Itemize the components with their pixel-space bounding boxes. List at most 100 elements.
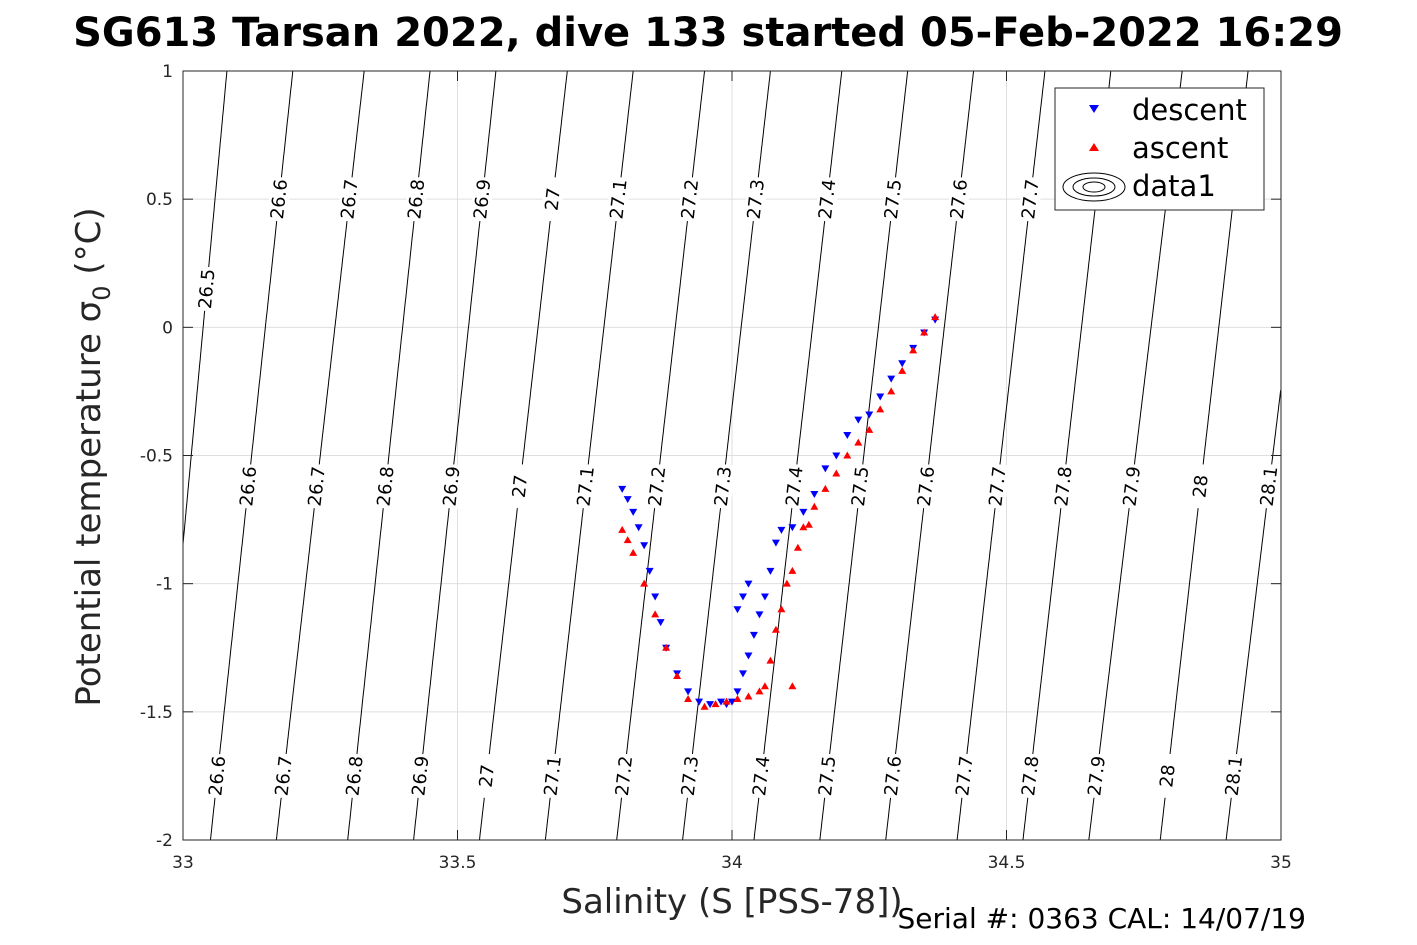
ascent-point xyxy=(618,525,627,533)
x-axis-ticks: 33 33.5 34 34.5 35 xyxy=(172,71,1292,873)
contour-label: 28 xyxy=(1156,763,1179,788)
contour-label-bg xyxy=(1017,752,1043,799)
descent-point xyxy=(629,508,638,516)
descent-point xyxy=(656,619,665,627)
ascent-point xyxy=(766,656,775,664)
contour-label-bg xyxy=(1084,752,1110,799)
ascent-point xyxy=(810,502,819,510)
descent-point xyxy=(755,611,764,619)
contour-label-bg xyxy=(194,266,219,312)
contour-label-bg xyxy=(880,176,906,223)
contour-label-bg xyxy=(880,752,906,799)
legend-ascent-marker xyxy=(1089,143,1099,151)
ascent-point xyxy=(629,548,638,556)
contour-label-bg xyxy=(951,752,977,799)
x-tick-label: 33 xyxy=(172,853,194,873)
contour-label-bg xyxy=(1017,176,1043,223)
y-tick-label: -1.5 xyxy=(140,703,173,723)
contour-label: 27 xyxy=(541,187,564,212)
contour-label: 26.5 xyxy=(195,268,220,310)
contour-label: 27.1 xyxy=(573,465,598,507)
contour-label-bg xyxy=(644,463,670,510)
y-axis-label-unit: (°C) xyxy=(69,207,109,285)
ascent-point xyxy=(898,366,907,374)
legend-box xyxy=(1054,87,1265,211)
legend-ascent-label: ascent xyxy=(1132,131,1228,165)
contour-label-bg xyxy=(814,752,840,799)
contour-label-bg xyxy=(677,176,703,223)
contour-label: 26.9 xyxy=(470,178,495,220)
ascent-point xyxy=(777,605,786,613)
ascent-point xyxy=(920,328,929,336)
contour-label: 27.6 xyxy=(914,465,939,507)
y-tick-label: -0.5 xyxy=(140,447,173,467)
contour-label-bg xyxy=(606,176,631,223)
legend-descent-marker xyxy=(1089,105,1099,113)
contour-label: 26.9 xyxy=(439,465,464,507)
x-tick-label: 33.5 xyxy=(439,853,477,873)
contour-label-bg xyxy=(439,463,464,510)
contour-label-bg xyxy=(985,463,1010,510)
descent-point xyxy=(738,593,747,601)
contour-label-bg xyxy=(573,463,599,510)
descent-point xyxy=(640,542,649,550)
contour-label-bg xyxy=(266,176,292,223)
descent-point xyxy=(706,701,715,709)
contour-label-bg xyxy=(469,176,495,223)
ascent-point xyxy=(931,313,940,321)
descent-point xyxy=(854,416,863,424)
descent-point xyxy=(645,567,654,575)
contour-label-bg xyxy=(1221,752,1247,799)
contour-label-bg xyxy=(743,176,769,223)
ascent-point xyxy=(793,543,802,551)
descent-point xyxy=(766,567,775,575)
ascent-point xyxy=(711,700,720,708)
ascent-point xyxy=(684,695,693,703)
ascent-point xyxy=(876,405,885,413)
serial-calibration-text: Serial #: 0363 CAL: 14/07/19 xyxy=(898,902,1306,935)
contour-label-bg xyxy=(540,176,566,223)
contour-label: 27.6 xyxy=(881,755,906,797)
x-tick-label: 34.5 xyxy=(988,853,1026,873)
contour-label-bg xyxy=(781,463,807,510)
contour-label: 27.1 xyxy=(540,755,565,797)
contour-label: 26.9 xyxy=(408,755,433,797)
descent-point xyxy=(623,496,632,504)
contour-label: 26.8 xyxy=(404,178,429,220)
contour-label-bg xyxy=(342,752,367,799)
contour-label: 27.9 xyxy=(1119,465,1145,507)
ascent-point xyxy=(799,523,808,531)
contour-label: 27.5 xyxy=(848,465,873,507)
descent-point xyxy=(821,465,830,473)
ascent-point xyxy=(640,579,649,587)
descent-point xyxy=(744,652,753,660)
legend-data1-contour-icon xyxy=(1062,172,1126,202)
descent-point xyxy=(738,670,747,678)
contour-label: 27.8 xyxy=(1018,755,1043,797)
contour-label: 27.3 xyxy=(678,755,703,797)
descent-point xyxy=(865,411,874,419)
chart-title: SG613 Tarsan 2022, dive 133 started 05-F… xyxy=(73,10,1343,56)
ascent-series xyxy=(618,313,940,710)
ascent-point xyxy=(733,695,742,703)
ascent-point xyxy=(782,579,791,587)
contour-label: 27.7 xyxy=(952,755,977,797)
contour-label-bg xyxy=(474,752,500,799)
descent-point xyxy=(651,593,660,601)
descent-point xyxy=(832,452,841,460)
ascent-point xyxy=(788,566,797,574)
descent-point xyxy=(684,688,693,696)
contour-label: 27.2 xyxy=(612,755,637,797)
descent-point xyxy=(717,698,726,706)
contour-label-bg xyxy=(205,752,230,799)
contour-label-bg xyxy=(1188,463,1214,510)
descent-point xyxy=(760,593,769,601)
descent-point xyxy=(777,526,786,534)
contour-label: 27 xyxy=(509,474,532,499)
descent-point xyxy=(733,688,742,696)
descent-point xyxy=(788,524,797,532)
x-tick-label: 34 xyxy=(721,853,743,873)
contour-label-bg xyxy=(710,463,736,510)
descent-point xyxy=(749,631,758,639)
